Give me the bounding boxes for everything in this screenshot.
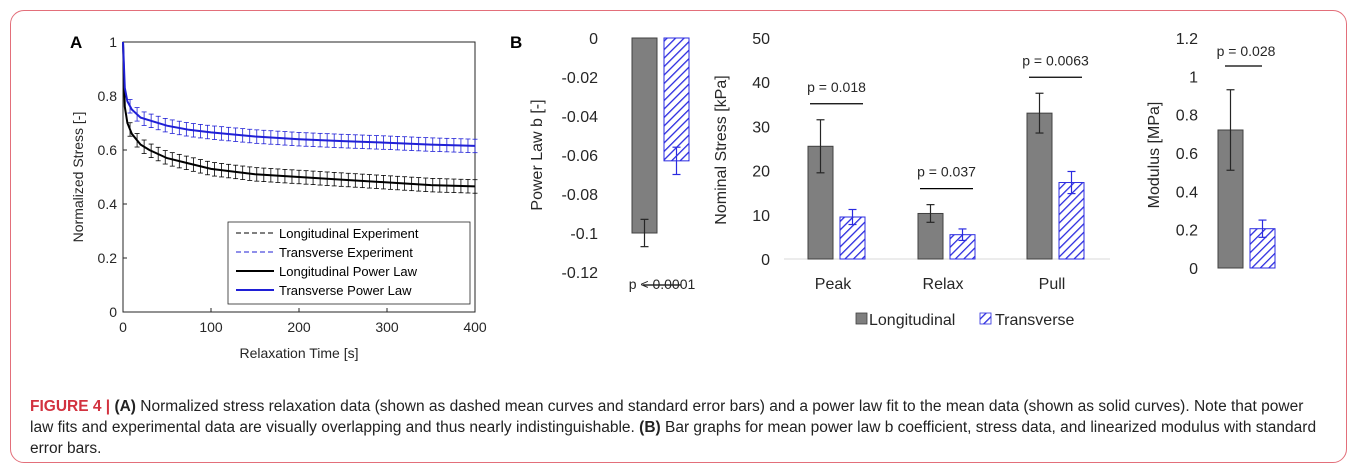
bar-power-law-longitudinal <box>631 37 658 234</box>
panel-a-legend: Longitudinal Experiment Transverse Exper… <box>227 221 471 305</box>
panel-a-x-tick-label: 400 <box>463 319 487 335</box>
legend-swatch-longitudinal <box>855 312 868 325</box>
panel-b-nominal-stress-chart: 0 10 20 30 40 50 Peak p = 0.018 Relax p = 0.037 P… <box>713 31 1110 329</box>
nominal-stress-y-tick-label: 30 <box>752 119 770 136</box>
panel-a-y-tick-label: 1 <box>109 34 117 50</box>
legend-label-transverse: Transverse <box>995 312 1075 329</box>
power-law-y-tick-label: -0.06 <box>562 148 599 165</box>
panel-b-power-law-chart: 0 -0.02 -0.04 -0.06 -0.08 -0.1 -0.12 Power Law… <box>529 31 695 292</box>
power-law-y-tick-label: -0.02 <box>562 70 599 87</box>
panel-label-a: A <box>70 33 82 52</box>
panel-b-modulus-chart: 0 0.2 0.4 0.6 0.8 1 1.2 p = 0.028 Modulus [MPa… <box>1146 31 1276 278</box>
panel-a-y-tick-label: 0.2 <box>98 250 118 266</box>
nominal-stress-y-tick-label: 20 <box>752 164 770 181</box>
significance-label-relax: p = 0.037 <box>917 164 976 180</box>
significance-label-peak: p = 0.018 <box>807 79 866 95</box>
panel-label-b: B <box>510 33 522 52</box>
panel-a-series-longitudinal-power-law <box>122 41 476 188</box>
nominal-stress-legend: Longitudinal Transverse <box>855 312 1075 329</box>
modulus-y-tick-label: 0.2 <box>1176 223 1198 240</box>
panel-a-x-axis-label: Relaxation Time [s] <box>239 345 358 361</box>
nominal-stress-y-tick-label: 0 <box>761 252 770 269</box>
significance-label-pull: p = 0.0063 <box>1022 52 1089 68</box>
panel-a-series-transverse-power-law <box>122 41 476 147</box>
modulus-y-tick-label: 0.4 <box>1176 184 1198 201</box>
nominal-stress-y-axis-label: Nominal Stress [kPa] <box>713 75 730 224</box>
panel-a-series-transverse-experiment <box>122 41 476 147</box>
panel-a-y-tick-label: 0.8 <box>98 88 118 104</box>
panel-a-line-chart: 0 0.2 0.4 0.6 0.8 1 0 100 200 300 400 Normalized … <box>70 34 487 361</box>
power-law-y-tick-label: -0.12 <box>562 265 599 282</box>
caption-label-b: (B) <box>639 419 661 436</box>
panel-a-y-axis-label: Normalized Stress [-] <box>70 112 86 243</box>
panel-a-x-tick-label: 100 <box>199 319 223 335</box>
nominal-stress-y-tick-label: 40 <box>752 75 770 92</box>
modulus-y-tick-label: 0.8 <box>1176 108 1198 125</box>
power-law-y-axis-label: Power Law b [-] <box>529 99 546 210</box>
panel-a-y-tick-label: 0 <box>109 304 117 320</box>
panel-a-x-tick-label: 0 <box>119 319 127 335</box>
modulus-y-tick-label: 0 <box>1189 261 1198 278</box>
figure-label: FIGURE 4 | <box>30 398 111 415</box>
nominal-stress-y-tick-label: 10 <box>752 208 770 225</box>
category-label-peak: Peak <box>815 276 852 293</box>
legend-label-longitudinal-experiment: Longitudinal Experiment <box>279 226 419 241</box>
legend-label-transverse-experiment: Transverse Experiment <box>279 245 413 260</box>
modulus-y-tick-label: 0.6 <box>1176 146 1198 163</box>
caption-text-a: Normalized stress relaxation data (shown… <box>30 398 1304 436</box>
legend-swatch-transverse <box>979 312 992 325</box>
power-law-y-tick-label: -0.04 <box>562 109 599 126</box>
modulus-y-tick-label: 1 <box>1189 69 1198 86</box>
significance-label-modulus: p = 0.028 <box>1217 43 1276 59</box>
panel-a-x-tick-label: 300 <box>375 319 399 335</box>
power-law-y-tick-label: -0.08 <box>562 187 599 204</box>
caption-label-a: (A) <box>114 398 136 415</box>
bar-nominal-stress-longitudinal-pull <box>1026 112 1053 260</box>
category-label-relax: Relax <box>923 276 964 293</box>
modulus-y-axis-label: Modulus [MPa] <box>1146 102 1163 209</box>
power-law-y-tick-label: -0.1 <box>570 226 598 243</box>
legend-label-longitudinal: Longitudinal <box>869 312 955 329</box>
panel-a-series-longitudinal-experiment <box>122 41 476 187</box>
modulus-y-tick-label: 1.2 <box>1176 31 1198 48</box>
figure-caption: FIGURE 4 | (A) Normalized stress relaxat… <box>30 396 1330 459</box>
panel-a-x-tick-label: 200 <box>287 319 311 335</box>
panel-a-y-tick-label: 0.4 <box>98 196 118 212</box>
legend-label-longitudinal-power-law: Longitudinal Power Law <box>279 264 418 279</box>
significance-label-power-law: p < 0.0001 <box>629 276 696 292</box>
nominal-stress-y-tick-label: 50 <box>752 31 770 48</box>
bar-power-law-transverse <box>663 37 690 162</box>
figure-svg: A B 00.20.40.60.81 0 100 200 300 400 Normali… <box>70 31 1276 361</box>
category-label-pull: Pull <box>1039 276 1066 293</box>
panel-a-y-tick-label: 0.6 <box>98 142 118 158</box>
power-law-y-tick-label: 0 <box>589 31 598 48</box>
caption-text-b: Bar graphs for mean power law b coeffici… <box>30 419 1317 457</box>
legend-label-transverse-power-law: Transverse Power Law <box>279 283 412 298</box>
